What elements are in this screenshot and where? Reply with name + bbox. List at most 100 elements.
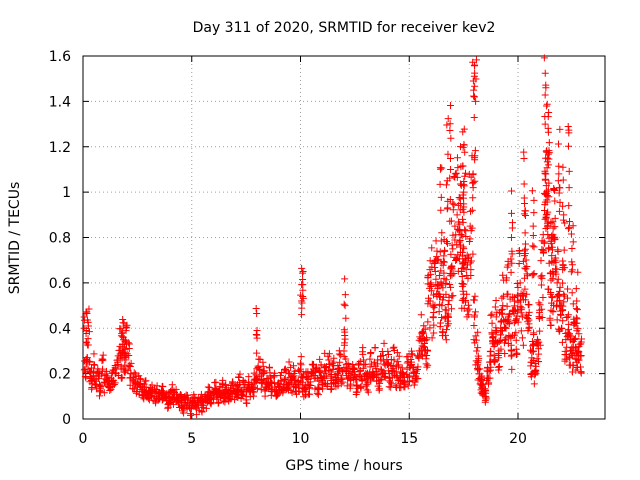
data-point-cluster	[418, 328, 426, 336]
x-tick-label: 15	[400, 431, 418, 447]
data-point-cluster	[541, 91, 549, 99]
data-point-cluster	[448, 262, 456, 270]
data-point-cluster	[451, 236, 459, 244]
data-point-cluster	[559, 176, 567, 184]
data-point-cluster	[541, 206, 549, 214]
data-point-cluster	[254, 364, 262, 372]
data-point-cluster	[459, 218, 467, 226]
data-point-cluster	[508, 259, 516, 267]
data-point-cluster	[541, 176, 549, 184]
data-point-cluster	[487, 311, 495, 319]
data-point-cluster	[86, 358, 94, 366]
data-point	[541, 120, 549, 128]
data-point-cluster	[577, 352, 585, 360]
data-point-cluster	[512, 336, 520, 344]
data-point-cluster	[471, 82, 479, 90]
data-point-cluster	[494, 363, 502, 371]
data-point-cluster	[396, 384, 404, 392]
data-point-cluster	[428, 334, 436, 342]
data-point-cluster	[472, 75, 480, 83]
data-point-cluster	[392, 381, 400, 389]
data-point-cluster	[508, 365, 516, 373]
data-point-cluster	[380, 357, 388, 365]
x-tick-label: 20	[509, 431, 527, 447]
data-point-cluster	[426, 324, 434, 332]
data-point-cluster	[253, 349, 261, 357]
data-point-cluster	[298, 304, 306, 312]
data-point-cluster	[410, 381, 418, 389]
data-point-cluster	[469, 178, 477, 186]
data-point-cluster	[486, 352, 494, 360]
data-point-cluster	[540, 54, 548, 62]
data-point-cluster	[377, 366, 385, 374]
data-point-cluster	[118, 330, 126, 338]
data-point-cluster	[559, 317, 567, 325]
data-point-cluster	[460, 125, 468, 133]
data-point-cluster	[462, 297, 470, 305]
data-point-cluster	[388, 380, 396, 388]
data-point-cluster	[306, 378, 314, 386]
data-point-cluster	[492, 297, 500, 305]
data-point-cluster	[172, 393, 180, 401]
data-point-cluster	[516, 303, 524, 311]
data-point-cluster	[520, 154, 528, 162]
data-point-cluster	[487, 347, 495, 355]
data-point-cluster	[546, 316, 554, 324]
data-point-cluster	[463, 251, 471, 259]
data-point	[341, 302, 349, 310]
data-point-cluster	[543, 164, 551, 172]
data-point-cluster	[529, 232, 537, 240]
data-point-cluster	[442, 336, 450, 344]
axis-ticks: 0 0.2 0.4 0.6 0.8 1 1.2 1.4 1.6 0 5 10 15 20	[49, 49, 605, 447]
data-point	[281, 374, 289, 382]
data-point-cluster	[470, 92, 478, 100]
data-point-cluster	[503, 274, 511, 282]
data-point-cluster	[508, 209, 516, 217]
data-point-cluster	[297, 359, 305, 367]
data-point-cluster	[524, 327, 532, 335]
data-point-cluster	[548, 293, 556, 301]
data-point	[473, 347, 481, 355]
data-point-cluster	[408, 351, 416, 359]
data-point	[507, 234, 515, 241]
data-point-cluster	[537, 273, 545, 281]
data-point-cluster	[362, 360, 370, 368]
data-point-cluster	[142, 377, 150, 385]
data-point-cluster	[547, 276, 555, 284]
data-point-cluster	[565, 167, 573, 175]
data-point-cluster	[498, 305, 506, 313]
data-point-cluster	[371, 344, 379, 352]
data-point-cluster	[572, 314, 580, 322]
data-point	[353, 381, 361, 389]
data-point-cluster	[486, 374, 494, 382]
x-axis-label: GPS time / hours	[285, 458, 402, 474]
data-point-cluster	[490, 357, 498, 365]
data-point-cluster	[551, 223, 559, 231]
data-point	[447, 283, 455, 291]
data-point-cluster	[465, 238, 473, 246]
data-point-cluster	[99, 351, 107, 359]
data-point-cluster	[514, 284, 522, 292]
data-point-cluster	[469, 171, 477, 179]
data-point-cluster	[122, 323, 130, 331]
data-point-cluster	[543, 100, 551, 108]
data-point-cluster	[543, 102, 551, 110]
data-point-cluster	[471, 308, 479, 316]
data-point-cluster	[342, 355, 350, 363]
data-point	[468, 206, 476, 214]
data-point-cluster	[460, 181, 468, 189]
data-point-cluster	[424, 347, 432, 355]
data-point-cluster	[446, 195, 454, 203]
data-point-cluster	[520, 210, 528, 218]
data-point-cluster	[442, 279, 450, 287]
y-tick-label: 1.6	[49, 49, 71, 65]
data-point-cluster	[375, 386, 383, 394]
data-point-cluster	[187, 410, 195, 418]
y-tick-label: 0.8	[49, 231, 71, 247]
data-point-cluster	[461, 148, 469, 156]
data-point-cluster	[572, 285, 580, 293]
data-point-cluster	[459, 162, 467, 170]
data-point-cluster	[228, 378, 236, 386]
data-point-cluster	[459, 252, 467, 260]
data-point-cluster	[449, 292, 457, 300]
